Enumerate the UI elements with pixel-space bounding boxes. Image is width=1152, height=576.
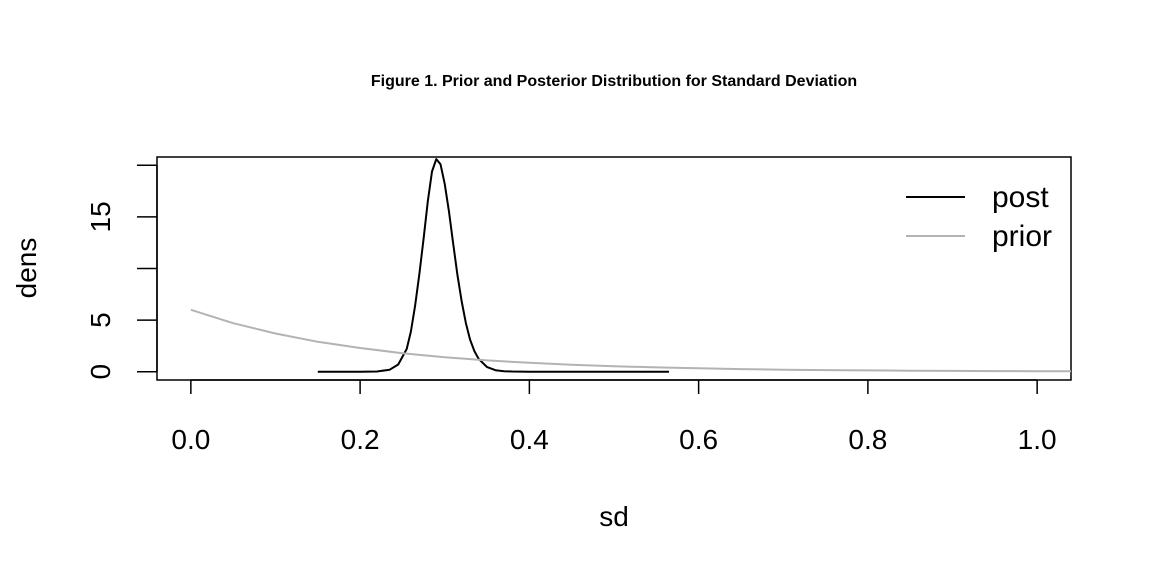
- x-axis: 0.0 0.2 0.4 0.6 0.8 1.0: [171, 379, 1057, 455]
- y-tick-label: 0: [85, 364, 116, 380]
- x-tick-label: 0.0: [171, 424, 210, 455]
- legend: post prior: [906, 181, 1052, 253]
- series-layer: [190, 158, 1072, 373]
- x-tick-label: 0.6: [679, 424, 718, 455]
- x-tick-label: 0.8: [848, 424, 887, 455]
- y-axis: 0 5 15: [85, 164, 158, 380]
- y-tick-label: 5: [85, 312, 116, 328]
- x-tick-label: 0.2: [341, 424, 380, 455]
- x-axis-label: sd: [599, 501, 629, 532]
- series-line-prior: [190, 308, 1072, 373]
- x-tick-label: 0.4: [510, 424, 549, 455]
- plot-frame: [156, 156, 1072, 381]
- chart-title: Figure 1. Prior and Posterior Distributi…: [371, 73, 857, 90]
- series-line-post: [317, 158, 669, 373]
- y-tick-label: 15: [85, 201, 116, 232]
- legend-label-prior: prior: [992, 220, 1052, 253]
- y-axis-label: dens: [11, 238, 42, 299]
- legend-label-post: post: [992, 181, 1049, 214]
- plot-area: [156, 156, 1072, 381]
- x-tick-label: 1.0: [1018, 424, 1057, 455]
